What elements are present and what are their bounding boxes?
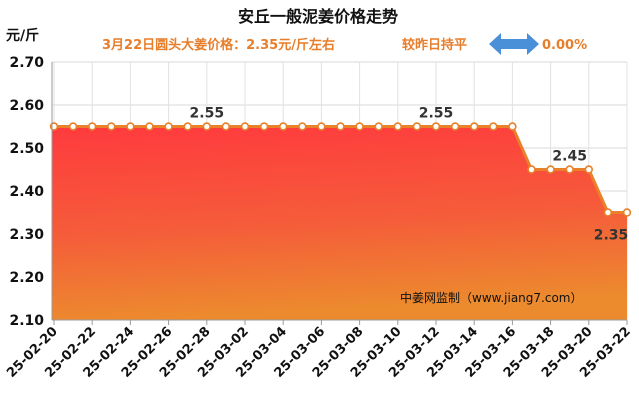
watermark: 中姜网监制（www.jiang7.com） bbox=[400, 290, 582, 305]
y-tick-label: 2.10 bbox=[9, 313, 44, 329]
data-point bbox=[126, 122, 135, 131]
price-note: 3月22日圆头大姜价格：2.35元/斤左右 bbox=[102, 37, 335, 53]
change-note: 较昨日持平 bbox=[402, 37, 467, 53]
data-point bbox=[183, 122, 192, 131]
data-point bbox=[336, 122, 345, 131]
data-point bbox=[221, 122, 231, 131]
data-point bbox=[145, 122, 154, 131]
data-point bbox=[279, 122, 288, 131]
data-labels: 2.55 2.55 2.45 2.35 bbox=[190, 106, 629, 244]
data-point bbox=[298, 122, 307, 131]
data-point bbox=[87, 122, 97, 131]
data-label: 2.55 bbox=[190, 106, 225, 122]
data-point bbox=[450, 122, 460, 131]
y-axis-unit: 元/斤 bbox=[6, 27, 39, 44]
y-tick-label: 2.40 bbox=[9, 184, 44, 200]
data-point bbox=[584, 165, 593, 174]
area-path bbox=[52, 126, 627, 320]
data-point bbox=[489, 122, 498, 131]
data-point bbox=[565, 165, 574, 174]
data-point bbox=[202, 122, 212, 131]
data-point bbox=[508, 122, 517, 131]
data-label: 2.35 bbox=[594, 228, 629, 244]
y-tick-label: 2.70 bbox=[9, 55, 44, 71]
data-point bbox=[603, 208, 613, 217]
data-label: 2.55 bbox=[419, 106, 454, 122]
data-point bbox=[164, 122, 173, 131]
y-tick-label: 2.20 bbox=[9, 270, 44, 286]
y-tick-label: 2.30 bbox=[9, 227, 44, 243]
y-tick-label: 2.60 bbox=[9, 98, 44, 114]
data-point bbox=[317, 122, 326, 131]
y-axis: 2.10 2.20 2.30 2.40 2.50 2.60 2.70 bbox=[9, 55, 44, 329]
chart-title: 安丘一般泥姜价格走势 bbox=[238, 7, 398, 26]
area-fill bbox=[52, 126, 627, 320]
data-point bbox=[374, 122, 383, 131]
data-points bbox=[49, 122, 632, 217]
data-point bbox=[240, 122, 250, 131]
data-point bbox=[355, 122, 364, 131]
data-point bbox=[107, 122, 116, 131]
data-point bbox=[622, 208, 632, 217]
data-point bbox=[431, 122, 441, 131]
data-point bbox=[68, 122, 78, 131]
left-right-arrow-icon bbox=[489, 33, 539, 55]
data-point bbox=[546, 165, 555, 174]
change-value: 0.00% bbox=[542, 38, 587, 53]
data-point bbox=[527, 165, 536, 174]
data-point bbox=[412, 122, 422, 131]
data-point bbox=[259, 122, 269, 131]
data-point bbox=[393, 122, 402, 131]
y-tick-label: 2.50 bbox=[9, 141, 44, 157]
data-point bbox=[470, 122, 479, 131]
data-label: 2.45 bbox=[552, 149, 587, 165]
